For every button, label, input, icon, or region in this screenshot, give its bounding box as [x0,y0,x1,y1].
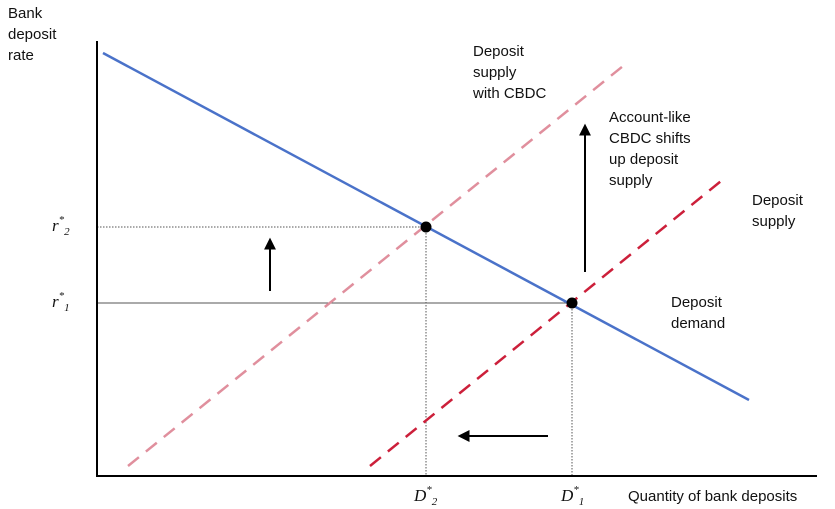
supply-with-cbdc-label: Deposit supply with CBDC [473,43,547,102]
deposit-supply-cbdc-curve [127,61,629,467]
d1-tick-label: D*1 [561,484,585,509]
y-axis-label: Bank deposit rate [8,5,57,64]
equilibrium-point-original [566,297,578,309]
equilibrium-point-cbdc [420,221,432,233]
deposit-supply-curve [369,176,727,467]
d2-tick-label: D*2 [414,484,438,509]
deposit-supply-label: Deposit supply [752,192,803,230]
r2-tick-label: r*2 [52,214,70,239]
r1-tick-label: r*1 [52,290,70,315]
x-axis-label: Quantity of bank deposits [628,488,798,505]
cbdc-shift-label: Account-like CBDC shifts up deposit supp… [609,109,691,189]
deposit-demand-label: Deposit demand [671,294,726,332]
